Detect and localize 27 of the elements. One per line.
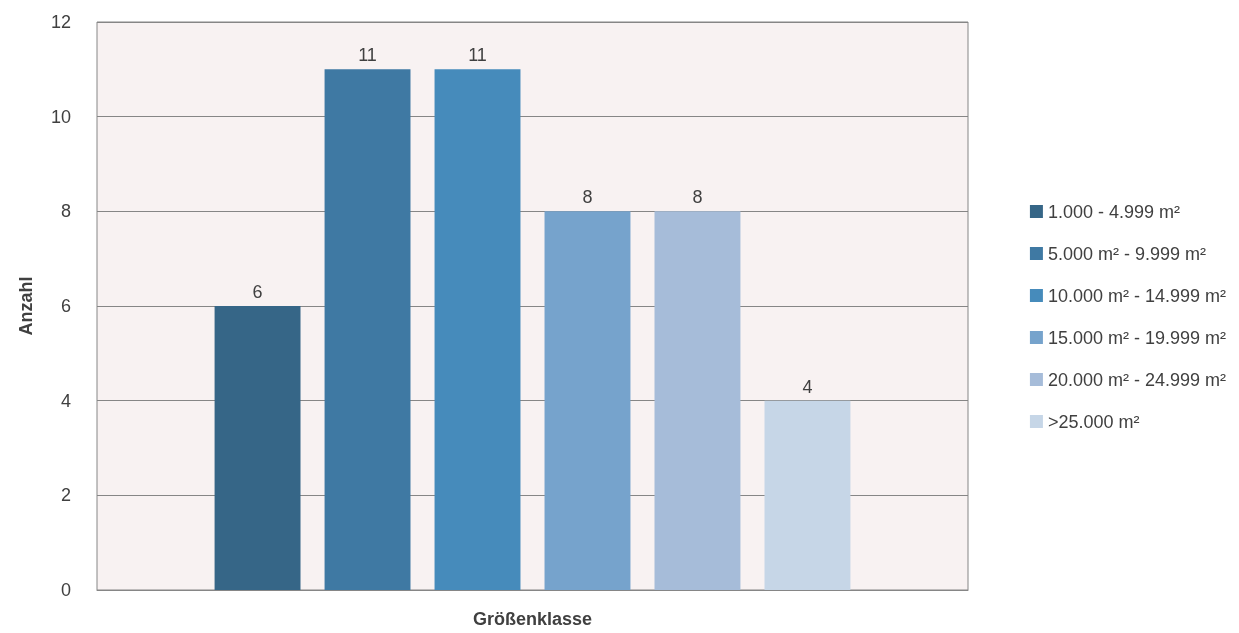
bar <box>544 211 631 590</box>
legend-label: 5.000 m² - 9.999 m² <box>1047 243 1206 264</box>
y-tick-label: 2 <box>60 485 71 506</box>
legend-label: >25.000 m² <box>1047 411 1140 432</box>
bar <box>764 400 851 590</box>
data-label: 11 <box>358 45 377 66</box>
y-tick-label: 8 <box>60 201 71 222</box>
legend-label: 1.000 - 4.999 m² <box>1047 201 1180 222</box>
y-tick-label: 0 <box>60 580 71 600</box>
legend-label: 10.000 m² - 14.999 m² <box>1047 285 1227 306</box>
bar <box>324 69 411 590</box>
data-label: 8 <box>582 187 593 208</box>
y-tick-label: 10 <box>50 106 71 127</box>
data-label: 11 <box>468 45 487 66</box>
x-axis-title: Größenklasse <box>472 609 593 629</box>
bar <box>214 306 301 590</box>
bar <box>654 211 741 590</box>
legend-label: 15.000 m² - 19.999 m² <box>1047 327 1227 348</box>
bar <box>434 69 521 590</box>
y-tick-label: 4 <box>60 390 71 411</box>
y-tick-label: 6 <box>60 296 71 316</box>
data-label: 6 <box>252 282 263 302</box>
data-label: 4 <box>802 376 813 397</box>
y-axis-title: Anzahl <box>16 276 36 336</box>
data-label: 8 <box>692 187 703 208</box>
legend-label: 20.000 m² - 24.999 m² <box>1047 369 1227 390</box>
y-tick-label: 12 <box>50 12 71 32</box>
